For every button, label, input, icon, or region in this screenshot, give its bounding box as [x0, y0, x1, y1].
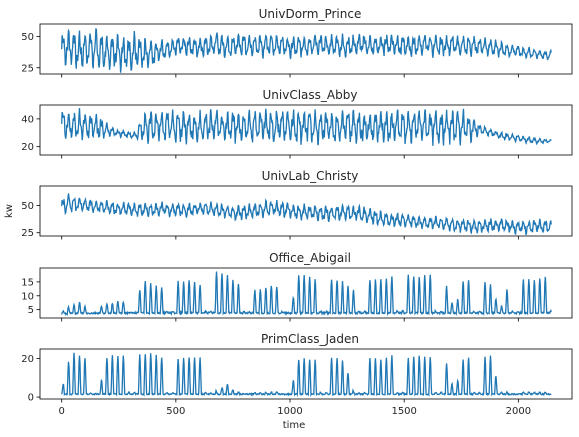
- subplot-lines: [61, 193, 552, 236]
- subplot-title: UnivDorm_Prince: [259, 7, 362, 21]
- x-ticks: [61, 318, 519, 322]
- y-tick-label: 15: [21, 277, 34, 288]
- x-ticks: [61, 155, 519, 159]
- subplot-title: UnivLab_Christy: [262, 169, 359, 183]
- y-tick-label: 25: [21, 228, 34, 239]
- y-tick-label: 40: [21, 114, 34, 125]
- axes-frame: [39, 23, 573, 75]
- y-ticks: 25 50: [21, 32, 40, 74]
- x-tick-label: 500: [166, 406, 185, 417]
- subplot-title: PrimClass_Jaden: [261, 332, 359, 346]
- x-tick-label: 1000: [277, 406, 302, 417]
- subplot-univlab-christy: UnivLab_Christy 25 50: [21, 169, 573, 240]
- y-ticks: 0 20: [21, 354, 40, 404]
- series-line: [61, 108, 552, 146]
- subplot-lines: [61, 108, 552, 146]
- y-tick-label: 25: [21, 63, 34, 74]
- y-tick-label: 50: [21, 32, 34, 43]
- axes-frame: [39, 185, 573, 237]
- y-ticks: 5 10 15: [21, 277, 40, 316]
- subplot-primclass-jaden: PrimClass_Jaden 0 20 0 500 1000 1500 2000: [21, 332, 573, 417]
- x-ticks: [61, 74, 519, 78]
- x-ticks: 0 500 1000 1500 2000: [59, 399, 531, 417]
- series-line: [61, 193, 552, 236]
- x-tick-label: 1500: [391, 406, 416, 417]
- axes-frame: [39, 104, 573, 156]
- subplot-office-abigail: Office_Abigail 5 10 15: [21, 251, 573, 322]
- subplot-title: UnivClass_Abby: [263, 88, 358, 102]
- x-axis-label: time: [283, 420, 306, 431]
- y-tick-label: 20: [21, 142, 34, 153]
- y-tick-label: 10: [21, 291, 34, 302]
- y-tick-label: 5: [28, 305, 34, 316]
- axes-frame: [39, 348, 573, 400]
- y-axis-label: kw: [4, 204, 15, 218]
- y-ticks: 25 50: [21, 201, 40, 239]
- subplot-lines: [61, 352, 552, 398]
- subplot-univdorm-prince: UnivDorm_Prince 25 50: [21, 7, 573, 78]
- subplot-lines: [61, 28, 552, 73]
- y-tick-label: 0: [28, 393, 34, 404]
- axes-frame: [39, 267, 573, 319]
- series-line: [61, 28, 552, 73]
- y-tick-label: 20: [21, 354, 34, 365]
- series-line: [61, 271, 552, 317]
- x-ticks: [61, 236, 519, 240]
- x-tick-label: 2000: [506, 406, 531, 417]
- subplot-lines: [61, 271, 552, 317]
- x-tick-label: 0: [59, 406, 65, 417]
- series-line: [61, 352, 552, 398]
- y-tick-label: 50: [21, 201, 34, 212]
- subplot-title: Office_Abigail: [269, 251, 351, 265]
